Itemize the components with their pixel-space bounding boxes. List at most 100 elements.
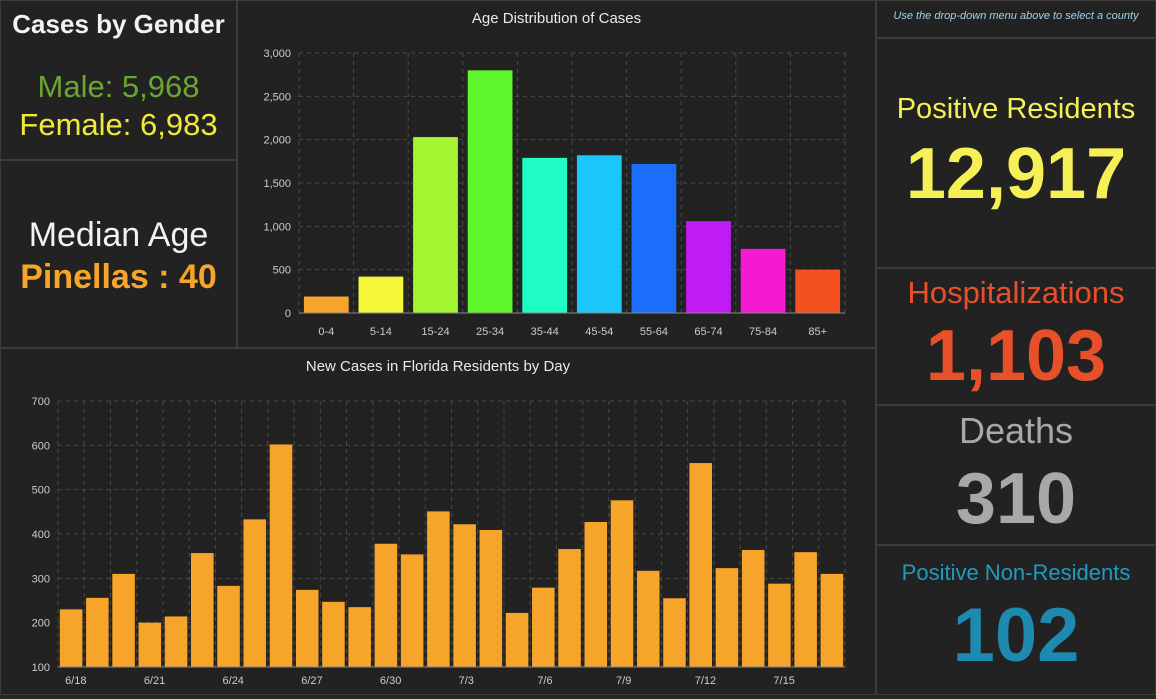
bar — [164, 616, 188, 667]
y-tick-label: 100 — [32, 662, 50, 674]
bar — [86, 597, 109, 667]
bar — [663, 598, 686, 667]
deaths-panel: Deaths 310 — [876, 405, 1156, 545]
x-tick-label: 15-24 — [421, 326, 449, 338]
bar — [610, 500, 634, 667]
bar — [768, 583, 791, 667]
bar — [400, 554, 424, 667]
bar — [479, 530, 503, 667]
y-tick-label: 0 — [285, 308, 291, 320]
deaths-value: 310 — [955, 459, 1077, 539]
y-tick-label: 1,000 — [263, 221, 291, 233]
x-tick-label: 7/9 — [616, 675, 631, 687]
bar — [243, 519, 267, 667]
x-tick-label: 6/27 — [301, 675, 322, 687]
x-tick-label: 7/12 — [695, 675, 716, 687]
bar — [631, 163, 677, 313]
x-tick-label: 7/3 — [459, 675, 474, 687]
hint-text: Use the drop-down menu above to select a… — [893, 10, 1139, 22]
x-tick-label: 25-34 — [476, 326, 504, 338]
bar — [269, 444, 293, 667]
y-tick-label: 2,000 — [263, 135, 291, 147]
age-distribution-chart: Age Distribution of Cases 0 500 1,000 1,500 2… — [237, 0, 876, 348]
bar — [686, 221, 731, 313]
bar — [689, 463, 712, 667]
positive-residents-label: Positive Residents — [896, 93, 1136, 125]
gender-title: Cases by Gender — [12, 9, 225, 39]
deaths-label: Deaths — [958, 410, 1074, 451]
x-tick-label: 6/18 — [65, 675, 86, 687]
bar — [795, 269, 841, 313]
bar — [453, 524, 476, 667]
x-tick-label: 65-74 — [694, 326, 722, 338]
x-tick-label: 35-44 — [531, 326, 559, 338]
county-select-hint: Use the drop-down menu above to select a… — [876, 0, 1156, 38]
bar — [522, 157, 568, 313]
female-count: Female: 6,983 — [19, 107, 218, 142]
median-age-label: Median Age — [28, 216, 209, 254]
bar — [794, 552, 817, 667]
x-tick-label: 85+ — [808, 326, 827, 338]
bar — [191, 553, 214, 667]
y-tick-label: 2,500 — [263, 91, 291, 103]
bar — [303, 296, 349, 313]
non-residents-value: 102 — [952, 593, 1080, 678]
day-chart-svg: New Cases in Florida Residents by Day 100… — [32, 358, 846, 687]
gender-panel: Cases by Gender Male: 5,968 Female: 6,98… — [0, 0, 237, 160]
bar — [584, 522, 608, 667]
x-tick-label: 6/21 — [144, 675, 165, 687]
positive-residents-value: 12,917 — [905, 134, 1127, 214]
median-age-value: Pinellas : 40 — [20, 258, 217, 296]
bar — [740, 248, 786, 313]
bar — [558, 549, 581, 667]
bar — [715, 568, 739, 667]
bar — [532, 587, 555, 667]
bar — [505, 612, 529, 667]
y-tick-label: 200 — [32, 618, 50, 630]
y-tick-label: 500 — [32, 485, 50, 497]
y-tick-label: 400 — [32, 529, 50, 541]
bar — [820, 573, 844, 667]
median-age-panel: Median Age Pinellas : 40 — [0, 160, 237, 348]
hospitalizations-label: Hospitalizations — [907, 275, 1125, 310]
positive-residents-panel: Positive Residents 12,917 — [876, 38, 1156, 268]
bar — [358, 276, 404, 313]
bar — [112, 573, 135, 667]
y-tick-label: 500 — [273, 265, 291, 277]
new-cases-by-day-chart: New Cases in Florida Residents by Day 100… — [0, 348, 876, 695]
hospitalizations-panel: Hospitalizations 1,103 — [876, 268, 1156, 405]
bar — [348, 607, 371, 667]
bar — [295, 589, 319, 667]
x-tick-label: 7/6 — [537, 675, 552, 687]
bar — [741, 549, 765, 667]
male-count: Male: 5,968 — [37, 69, 200, 104]
x-tick-label: 7/15 — [773, 675, 794, 687]
age-chart-svg: Age Distribution of Cases 0 500 1,000 1,500 2… — [263, 10, 846, 338]
bar — [59, 609, 83, 667]
bar — [374, 543, 398, 667]
bar — [576, 155, 622, 313]
bar — [413, 137, 458, 313]
non-residents-label: Positive Non-Residents — [901, 560, 1131, 585]
x-tick-label: 45-54 — [585, 326, 613, 338]
x-tick-label: 75-84 — [749, 326, 777, 338]
y-tick-label: 1,500 — [263, 178, 291, 190]
bar — [217, 585, 240, 667]
bar — [636, 570, 660, 667]
x-tick-label: 0-4 — [318, 326, 334, 338]
bar — [138, 622, 162, 667]
y-tick-label: 300 — [32, 573, 50, 585]
x-tick-label: 55-64 — [640, 326, 668, 338]
x-tick-label: 5-14 — [370, 326, 392, 338]
bar — [467, 70, 513, 313]
non-residents-panel: Positive Non-Residents 102 — [876, 545, 1156, 695]
y-tick-label: 700 — [32, 396, 50, 408]
y-tick-label: 600 — [32, 440, 50, 452]
hospitalizations-value: 1,103 — [925, 316, 1107, 396]
x-tick-label: 6/30 — [380, 675, 401, 687]
chart-title: New Cases in Florida Residents by Day — [306, 358, 571, 375]
y-tick-label: 3,000 — [263, 48, 291, 60]
bar — [322, 601, 345, 667]
bar — [427, 511, 450, 667]
x-tick-label: 6/24 — [223, 675, 244, 687]
